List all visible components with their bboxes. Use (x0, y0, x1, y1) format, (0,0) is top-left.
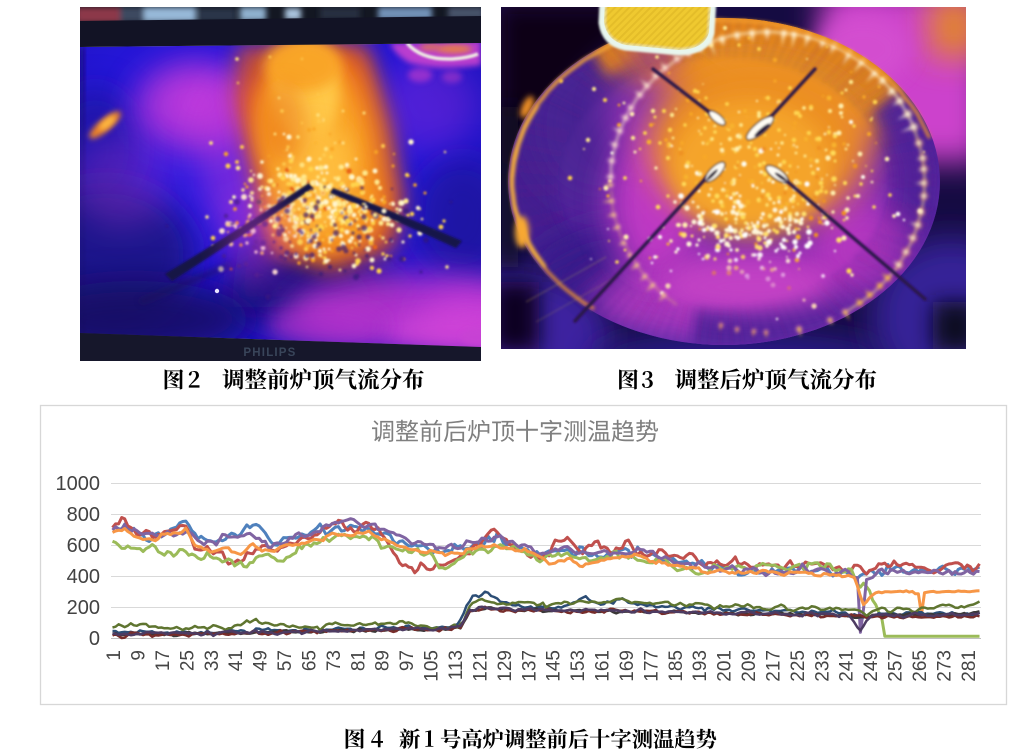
svg-text:209: 209 (739, 650, 760, 682)
svg-text:49: 49 (251, 650, 272, 671)
svg-text:241: 241 (837, 650, 858, 682)
svg-text:105: 105 (422, 650, 443, 682)
svg-text:137: 137 (519, 650, 540, 682)
svg-text:600: 600 (67, 535, 100, 557)
svg-text:193: 193 (690, 650, 711, 682)
svg-text:97: 97 (397, 650, 418, 671)
svg-text:145: 145 (544, 650, 565, 682)
svg-text:161: 161 (593, 650, 614, 682)
svg-text:1000: 1000 (56, 473, 101, 495)
svg-text:0: 0 (89, 628, 100, 650)
svg-text:400: 400 (67, 566, 100, 588)
svg-text:PHILIPS: PHILIPS (243, 347, 296, 359)
svg-text:41: 41 (226, 650, 247, 671)
svg-text:177: 177 (641, 650, 662, 682)
svg-text:121: 121 (470, 650, 491, 682)
svg-text:225: 225 (788, 650, 809, 682)
svg-text:33: 33 (202, 650, 223, 671)
svg-text:233: 233 (812, 650, 833, 682)
svg-text:81: 81 (348, 650, 369, 671)
svg-text:800: 800 (67, 504, 100, 526)
svg-text:273: 273 (934, 650, 955, 682)
svg-text:217: 217 (764, 650, 785, 682)
svg-text:257: 257 (886, 650, 907, 682)
svg-text:65: 65 (300, 650, 321, 671)
svg-text:89: 89 (373, 650, 394, 671)
svg-text:281: 281 (959, 650, 980, 682)
svg-text:249: 249 (861, 650, 882, 682)
svg-text:200: 200 (67, 597, 100, 619)
svg-text:185: 185 (666, 650, 687, 682)
svg-text:265: 265 (910, 650, 931, 682)
svg-text:201: 201 (715, 650, 736, 682)
svg-text:113: 113 (446, 650, 467, 680)
svg-text:25: 25 (177, 650, 198, 671)
svg-text:169: 169 (617, 650, 638, 682)
svg-text:57: 57 (275, 650, 296, 671)
svg-text:153: 153 (568, 650, 589, 682)
svg-text:17: 17 (153, 650, 174, 671)
svg-text:1: 1 (104, 650, 125, 661)
svg-text:129: 129 (495, 650, 516, 682)
svg-text:9: 9 (129, 650, 150, 661)
svg-text:73: 73 (324, 650, 345, 671)
